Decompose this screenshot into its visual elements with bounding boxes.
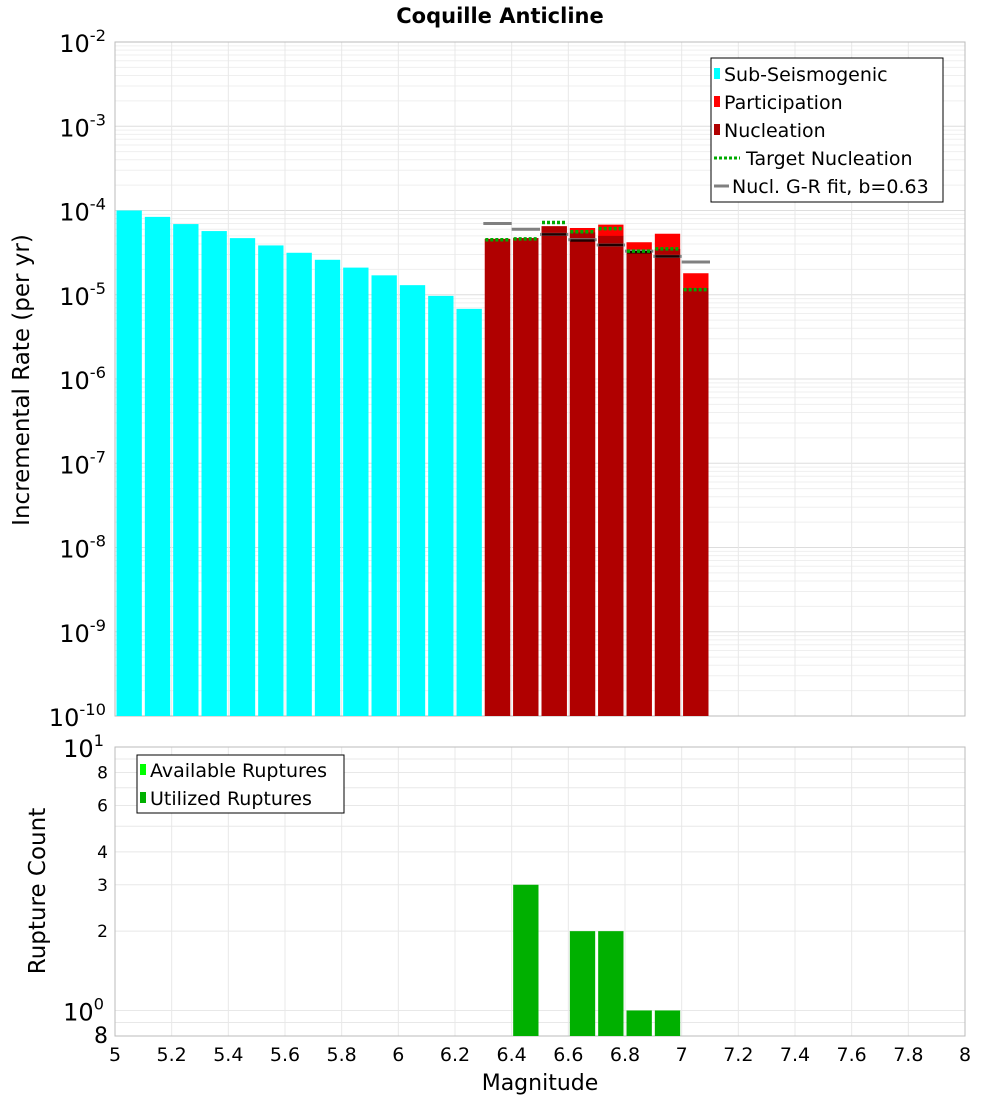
top-y-axis-label: Incremental Rate (per yr) xyxy=(9,234,35,526)
nucleation-bar xyxy=(626,251,652,717)
sub-seismogenic-bar xyxy=(201,231,227,716)
sub-seismogenic-bar xyxy=(229,238,256,716)
y-tick-label: 10-6 xyxy=(59,363,106,395)
y-tick-label: 101 xyxy=(63,731,104,763)
x-tick-label: 7.6 xyxy=(837,1044,867,1066)
x-axis-label: Magnitude xyxy=(482,1071,599,1096)
utilized-ruptures-bar xyxy=(513,884,539,1036)
legend-label: Nucleation xyxy=(724,120,826,142)
x-tick-label: 6.4 xyxy=(497,1044,527,1066)
nucleation-bar xyxy=(683,288,709,716)
top-bars xyxy=(116,210,709,717)
top-grid xyxy=(114,42,966,717)
y-tick-label: 10-7 xyxy=(59,447,106,479)
nucleation-bar xyxy=(541,226,567,716)
utilized-ruptures-bar xyxy=(569,931,596,1036)
sub-seismogenic-bar xyxy=(286,252,312,716)
utilized-ruptures-bar xyxy=(598,931,624,1036)
nucleation-bar xyxy=(513,238,539,716)
bottom-y-axis-label: Rupture Count xyxy=(25,808,51,974)
legend-swatch xyxy=(714,124,720,135)
y-tick-label: 10-9 xyxy=(59,616,106,648)
legend-label: Participation xyxy=(724,92,843,114)
x-tick-label: 5.8 xyxy=(327,1044,357,1066)
sub-seismogenic-bar xyxy=(116,210,142,716)
y-tick-label: 4 xyxy=(97,843,108,863)
x-tick-label: 6.2 xyxy=(440,1044,470,1066)
top-legend: Sub-Seismogenic Participation Nucleation Ta… xyxy=(710,57,944,203)
legend-label: Target Nucleation xyxy=(745,148,913,170)
chart-title: Coquille Anticline xyxy=(396,4,603,28)
x-tick-label: 6 xyxy=(392,1044,404,1066)
top-plot-frame xyxy=(114,41,966,717)
y-tick-label: 10-10 xyxy=(49,700,106,732)
legend-swatch xyxy=(714,68,720,79)
legend-swatch xyxy=(140,764,146,775)
legend-box xyxy=(710,57,944,203)
y-tick-label: 10-8 xyxy=(59,532,106,564)
utilized-ruptures-bar xyxy=(654,1010,681,1036)
sub-seismogenic-bar xyxy=(456,308,482,716)
utilized-ruptures-bar xyxy=(626,1010,652,1036)
legend-swatch xyxy=(714,96,720,107)
legend-label: Utilized Ruptures xyxy=(150,788,312,810)
nucleation-bar xyxy=(654,248,681,716)
bottom-bars xyxy=(513,884,681,1036)
x-tick-label: 7.4 xyxy=(780,1044,810,1066)
y-tick-label: 10-3 xyxy=(59,110,106,142)
x-tick-label: 6.8 xyxy=(610,1044,640,1066)
nucleation-bar xyxy=(598,235,624,717)
sub-seismogenic-bar xyxy=(399,285,426,716)
top-marks xyxy=(483,220,710,292)
nucleation-bar xyxy=(569,232,596,716)
y-tick-label: 6 xyxy=(97,796,108,816)
x-tick-label: 8 xyxy=(959,1044,971,1066)
x-tick-label: 5.2 xyxy=(157,1044,187,1066)
y-tick-label: 8 xyxy=(97,764,108,784)
y-tick-label: 10-4 xyxy=(59,195,106,227)
y-tick-label: 100 xyxy=(63,995,104,1027)
bottom-legend: Available Ruptures Utilized Ruptures xyxy=(136,754,345,814)
legend-label: Available Ruptures xyxy=(150,760,327,782)
sub-seismogenic-bar xyxy=(144,216,171,717)
x-tick-label: 7.2 xyxy=(723,1044,753,1066)
y-tick-label: 10-5 xyxy=(59,279,106,311)
legend-swatch xyxy=(140,792,146,803)
sub-seismogenic-bar xyxy=(371,275,397,716)
sub-seismogenic-bar xyxy=(428,295,454,716)
top-y-ticks: 10-2 10-3 10-4 10-5 10-6 10-7 10-8 10-9 10-10 xyxy=(49,26,106,732)
x-tick-label: 7 xyxy=(676,1044,688,1066)
y-tick-label: 10-2 xyxy=(59,26,106,58)
legend-label: Nucl. G-R fit, b=0.63 xyxy=(732,176,929,198)
x-tick-label: 5 xyxy=(109,1044,121,1066)
legend-box xyxy=(136,754,345,814)
y-tick-label: 3 xyxy=(97,876,108,896)
sub-seismogenic-bar xyxy=(258,245,284,716)
bottom-plot-frame xyxy=(114,746,966,1037)
sub-seismogenic-bar xyxy=(343,267,369,716)
x-ticks: 5 5.2 5.4 5.6 5.8 6 6.2 6.4 6.6 6.8 7 7.2 7.4 7.6 7.8 8 xyxy=(109,1044,971,1066)
x-tick-label: 7.8 xyxy=(893,1044,923,1066)
y-tick-label: 8 xyxy=(94,1024,108,1049)
sub-seismogenic-bar xyxy=(314,259,341,716)
x-tick-label: 5.4 xyxy=(213,1044,243,1066)
x-tick-label: 6.6 xyxy=(553,1044,583,1066)
x-tick-label: 5.6 xyxy=(270,1044,300,1066)
legend-label: Sub-Seismogenic xyxy=(724,64,888,86)
sub-seismogenic-bar xyxy=(173,224,199,716)
y-tick-label: 2 xyxy=(97,922,108,942)
nucleation-bar xyxy=(484,238,511,716)
